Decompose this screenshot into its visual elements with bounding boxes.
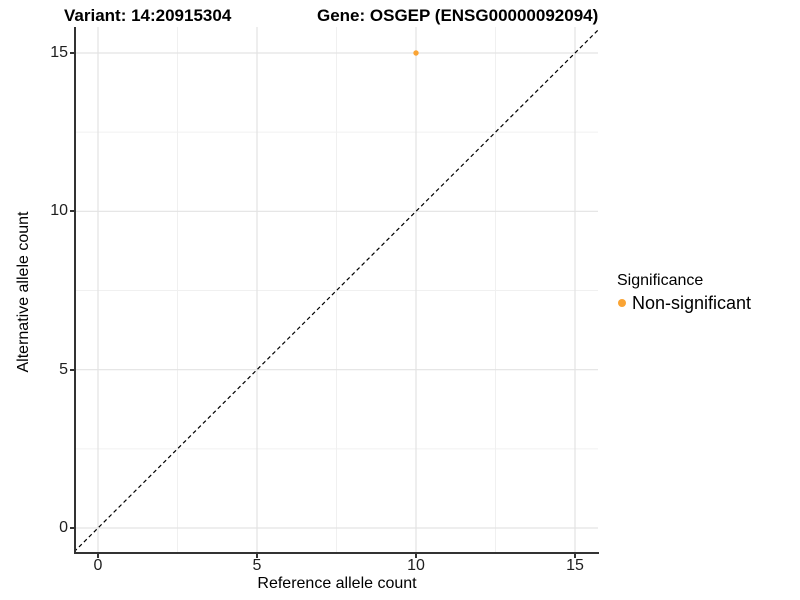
y-tick-label: 10 xyxy=(50,202,68,219)
legend-item-label: Non-significant xyxy=(632,293,752,313)
y-tick-label: 0 xyxy=(59,519,68,536)
x-tick-mark xyxy=(256,554,258,558)
legend-item: Non-significant xyxy=(618,292,751,314)
y-tick-mark xyxy=(70,527,74,529)
y-tick-mark xyxy=(70,52,74,54)
y-tick-mark xyxy=(70,369,74,371)
data-point xyxy=(413,50,419,56)
x-tick-label: 0 xyxy=(93,557,103,574)
x-axis-title: Reference allele count xyxy=(257,575,417,592)
plot-title-gene: Gene: OSGEP (ENSG00000092094) xyxy=(317,6,599,25)
x-axis-line xyxy=(74,552,599,554)
y-tick-label: 15 xyxy=(50,44,68,61)
x-tick-mark xyxy=(97,554,99,558)
x-tick-mark xyxy=(574,554,576,558)
y-axis-line xyxy=(74,27,76,554)
identity-reference-line xyxy=(76,29,598,551)
x-tick-label: 10 xyxy=(407,557,425,574)
y-tick-mark xyxy=(70,210,74,212)
plot-panel xyxy=(76,27,598,552)
y-axis-title: Alternative allele count xyxy=(15,211,32,373)
legend-title: Significance xyxy=(617,272,704,289)
plot-title-variant: Variant: 14:20915304 xyxy=(64,6,232,25)
plot-canvas xyxy=(76,27,598,552)
x-tick-label: 15 xyxy=(566,557,584,574)
legend: Significance Non-significant xyxy=(617,271,751,314)
legend-key-dot-icon xyxy=(618,299,626,307)
y-tick-label: 5 xyxy=(59,361,68,378)
x-tick-mark xyxy=(415,554,417,558)
x-tick-label: 5 xyxy=(252,557,262,574)
